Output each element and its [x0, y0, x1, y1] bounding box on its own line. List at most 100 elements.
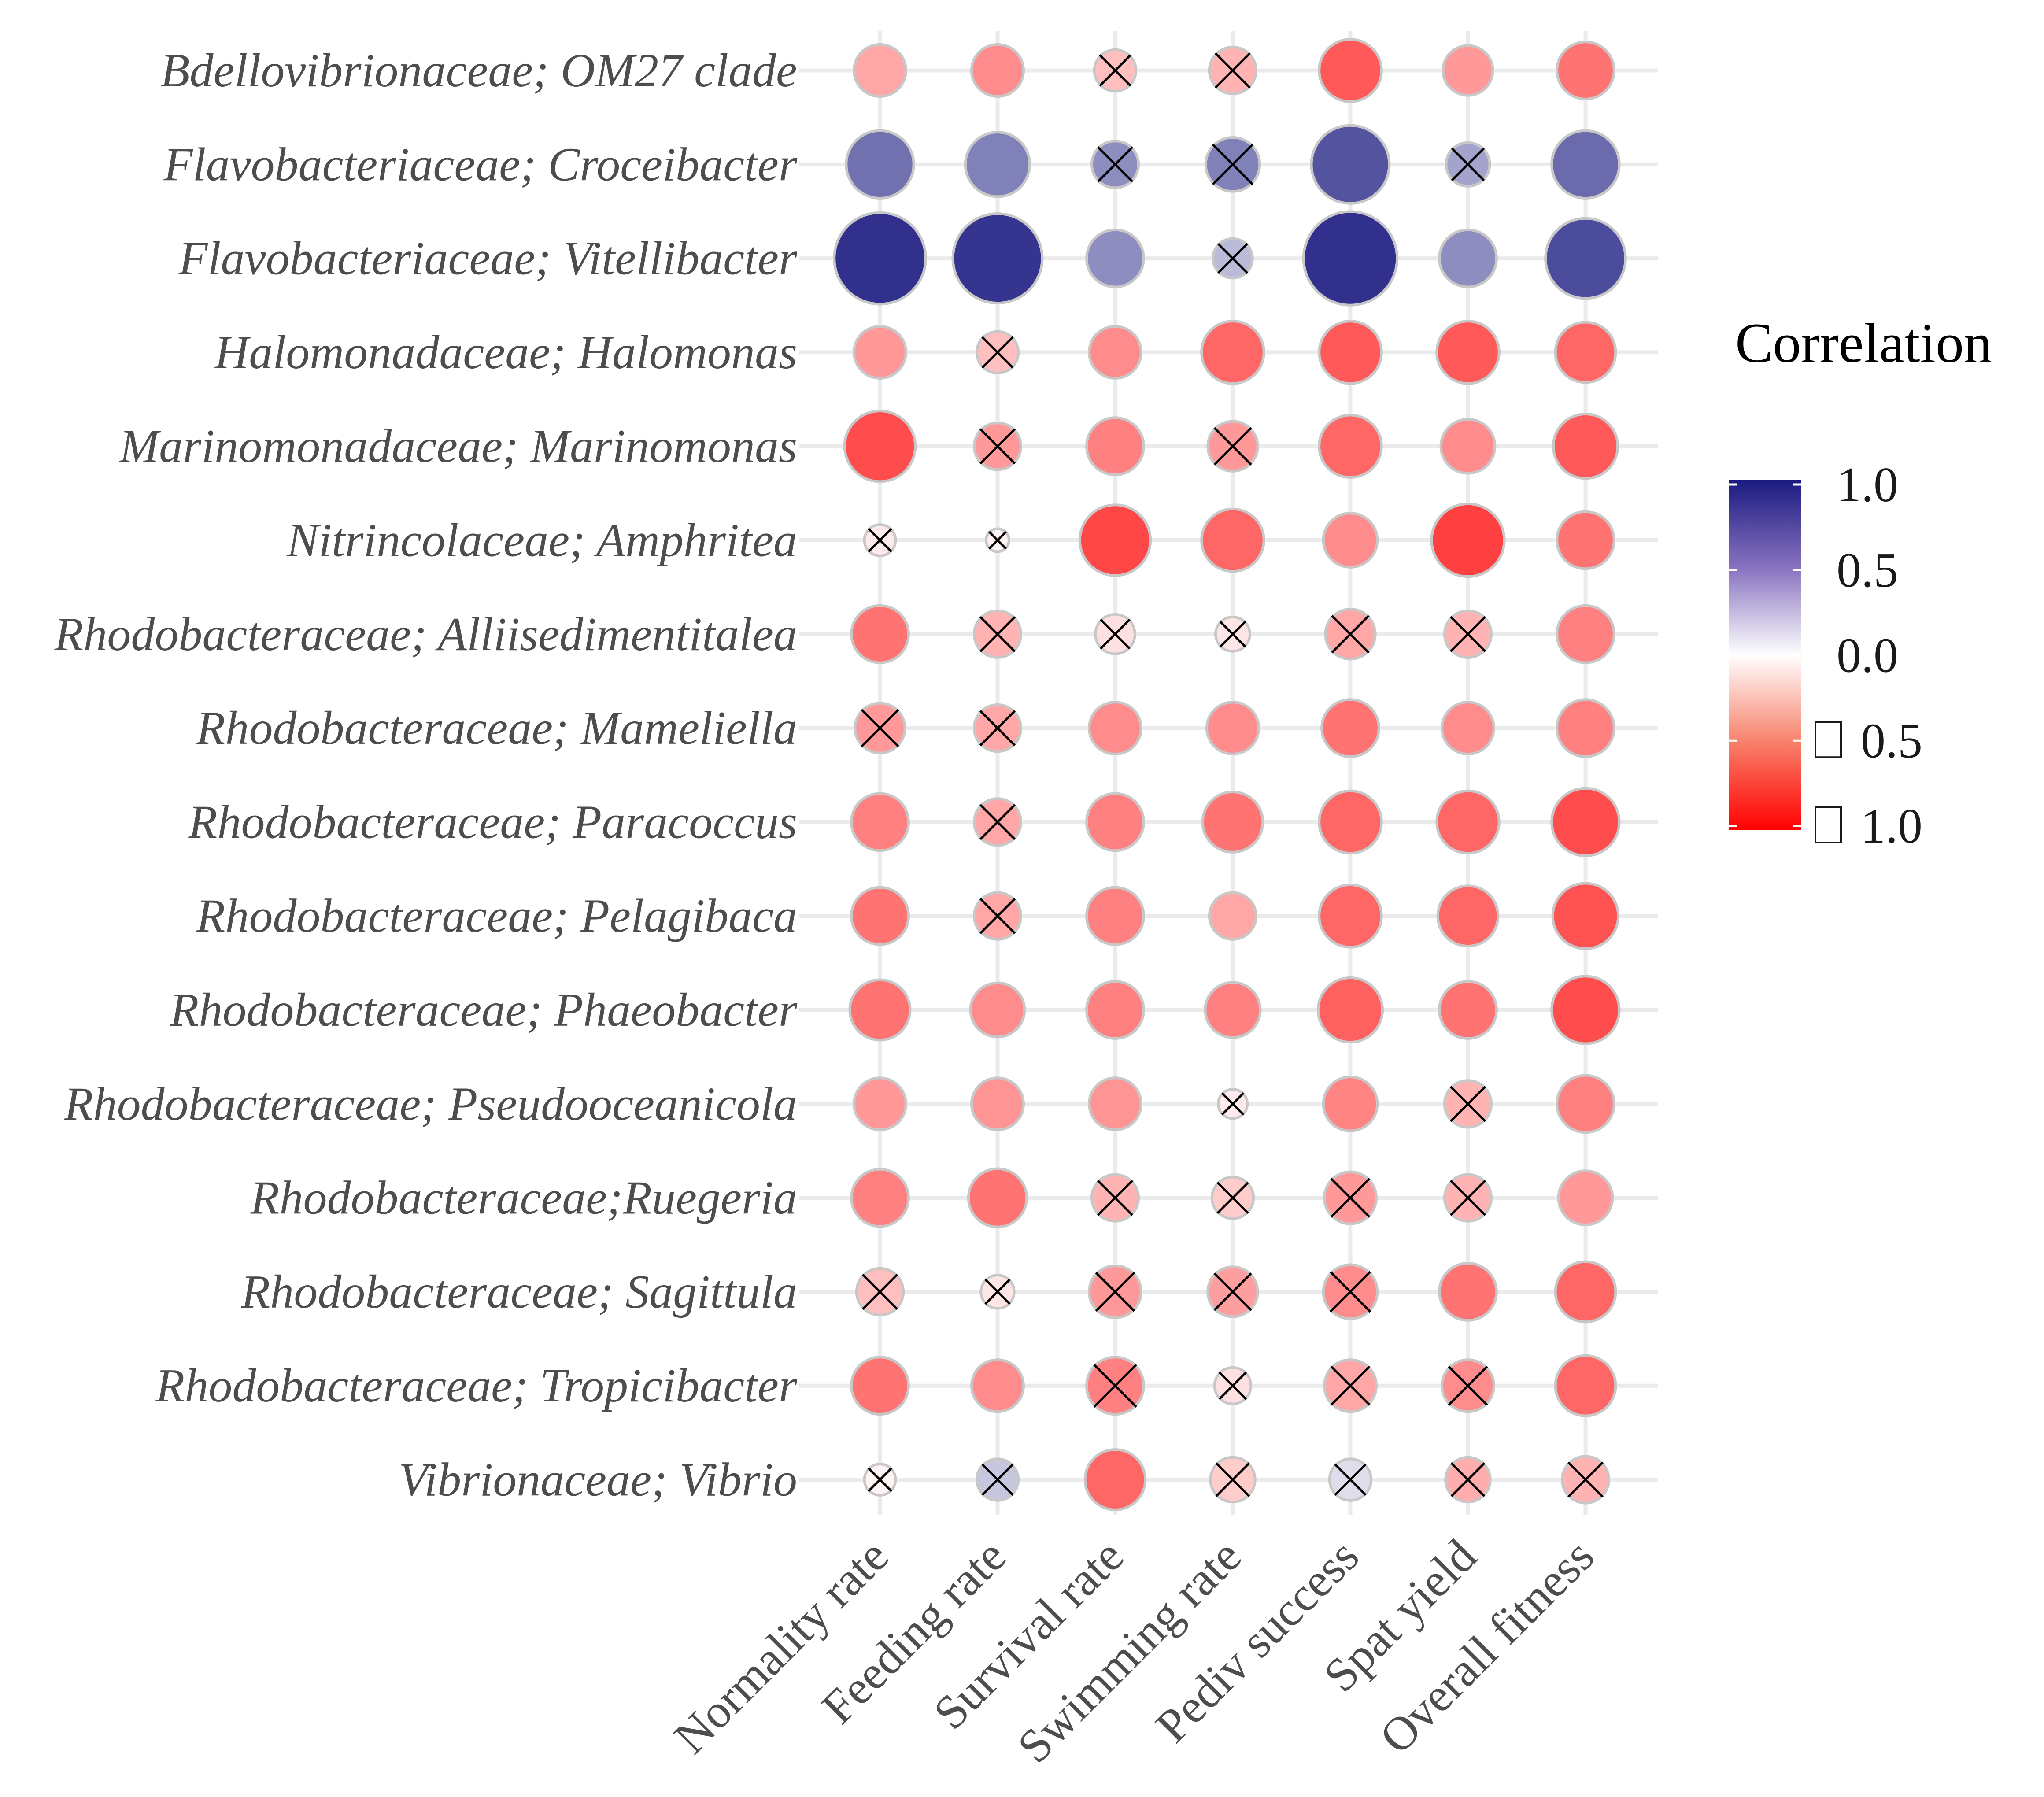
dot-circle	[1544, 217, 1627, 300]
correlation-dot	[1443, 609, 1493, 659]
row-label: Halomonadaceae; Halomonas	[214, 326, 797, 379]
correlation-dot	[850, 792, 910, 852]
dot-circle	[1200, 320, 1265, 385]
row-label: Rhodobacteraceae; Tropicibacter	[155, 1360, 798, 1412]
row-label: Marinomonadaceae; Marinomonas	[118, 420, 797, 473]
correlation-dot	[1435, 320, 1501, 385]
not-significant-cross	[1218, 1371, 1247, 1400]
correlation-dot	[964, 131, 1031, 198]
correlation-dot	[1550, 975, 1621, 1045]
correlation-dot	[1439, 418, 1497, 475]
not-significant-cross	[1330, 1178, 1371, 1218]
dot-circle	[970, 1076, 1025, 1131]
correlation-dot	[1206, 420, 1259, 473]
not-significant-cross	[988, 531, 1007, 550]
correlation-dot	[1435, 789, 1501, 855]
correlation-dot	[975, 330, 1020, 375]
cross-stroke	[1329, 1271, 1371, 1313]
dot-circle	[1557, 1169, 1614, 1226]
not-significant-cross	[1097, 1180, 1134, 1216]
dot-circle	[1554, 1260, 1617, 1324]
not-significant-cross	[979, 616, 1016, 652]
correlation-dot	[1206, 1265, 1259, 1318]
correlation-dot	[853, 43, 907, 98]
not-significant-cross	[1451, 147, 1485, 181]
correlation-dot	[1556, 698, 1615, 758]
cross-stroke	[1448, 1365, 1488, 1406]
dot-circle	[1318, 320, 1383, 385]
dot-circle	[1442, 44, 1494, 97]
cross-stroke	[1330, 1178, 1371, 1218]
correlation-dot	[975, 1457, 1020, 1502]
dot-circle	[850, 792, 910, 852]
dot-circle	[1552, 413, 1619, 480]
correlation-dot	[1318, 414, 1383, 479]
legend-tick-label: 0.5	[1861, 714, 1922, 768]
dot-circle	[970, 43, 1025, 98]
dot-circle	[1318, 883, 1383, 949]
correlation-dot	[1200, 507, 1265, 573]
cross-stroke	[1213, 1272, 1252, 1311]
correlation-dots	[833, 38, 1627, 1511]
cross-stroke	[1330, 1365, 1371, 1406]
missing-glyph-box	[1815, 806, 1842, 843]
correlation-dot	[1551, 882, 1620, 950]
correlation-dot	[845, 129, 915, 200]
correlation-dot	[1328, 1457, 1373, 1502]
correlation-dot	[1554, 321, 1617, 384]
correlation-dot	[1443, 1173, 1493, 1223]
cross-stroke	[1221, 1092, 1245, 1116]
correlation-dot	[1205, 701, 1260, 756]
row-label: Bdellovibrionaceae; OM27 clade	[160, 44, 797, 97]
correlation-dot	[951, 212, 1044, 305]
dot-circle	[1318, 414, 1383, 479]
cross-stroke	[1099, 54, 1131, 87]
correlation-dot	[1204, 136, 1261, 193]
not-significant-cross	[1330, 1365, 1371, 1406]
correlation-dot	[1204, 981, 1262, 1039]
cross-stroke	[1449, 1086, 1486, 1122]
not-significant-cross	[1215, 1462, 1250, 1497]
correlation-dot	[1550, 787, 1621, 858]
cross-stroke	[1567, 1461, 1604, 1498]
correlation-dot	[1441, 701, 1495, 756]
correlation-dot	[1322, 512, 1379, 569]
not-significant-cross	[1213, 1272, 1252, 1311]
correlation-dot	[967, 1167, 1028, 1228]
dot-circle	[1320, 698, 1380, 758]
cross-stroke	[1214, 52, 1251, 89]
dot-circle	[1088, 1076, 1142, 1131]
correlation-dot	[850, 1356, 910, 1416]
dot-circle	[1083, 1448, 1147, 1511]
correlation-dot	[854, 702, 906, 754]
cross-stroke	[979, 710, 1016, 747]
cross-stroke	[979, 898, 1016, 934]
dot-circle	[1310, 124, 1391, 205]
correlation-dot	[1083, 1448, 1147, 1511]
legend-title: Correlation	[1735, 312, 1992, 374]
correlation-dot	[1090, 140, 1140, 189]
correlation-dot	[1318, 883, 1383, 949]
not-significant-cross	[1095, 1272, 1135, 1312]
correlation-dot	[1318, 789, 1383, 855]
dot-circle	[1435, 789, 1501, 855]
cross-stroke	[1093, 1364, 1137, 1408]
row-label: Rhodobacteraceae; Pelagibaca	[196, 890, 797, 943]
not-significant-cross	[1567, 1461, 1604, 1498]
correlation-dot	[1085, 228, 1145, 288]
dot-circle	[1318, 38, 1383, 103]
dot-circle	[1438, 1262, 1498, 1322]
correlation-dot	[1323, 1358, 1378, 1413]
dot-circle	[1550, 129, 1621, 200]
correlation-dot	[1438, 1262, 1498, 1322]
correlation-dot	[969, 981, 1026, 1039]
dot-circle	[1435, 320, 1501, 385]
legend-colorbar	[1729, 480, 1801, 830]
correlation-dot	[1208, 45, 1258, 96]
cross-stroke	[861, 709, 899, 747]
dot-circle	[1556, 604, 1615, 664]
dot-circle	[843, 409, 917, 483]
correlation-dot	[1088, 1076, 1142, 1131]
correlation-dot	[1093, 48, 1138, 93]
